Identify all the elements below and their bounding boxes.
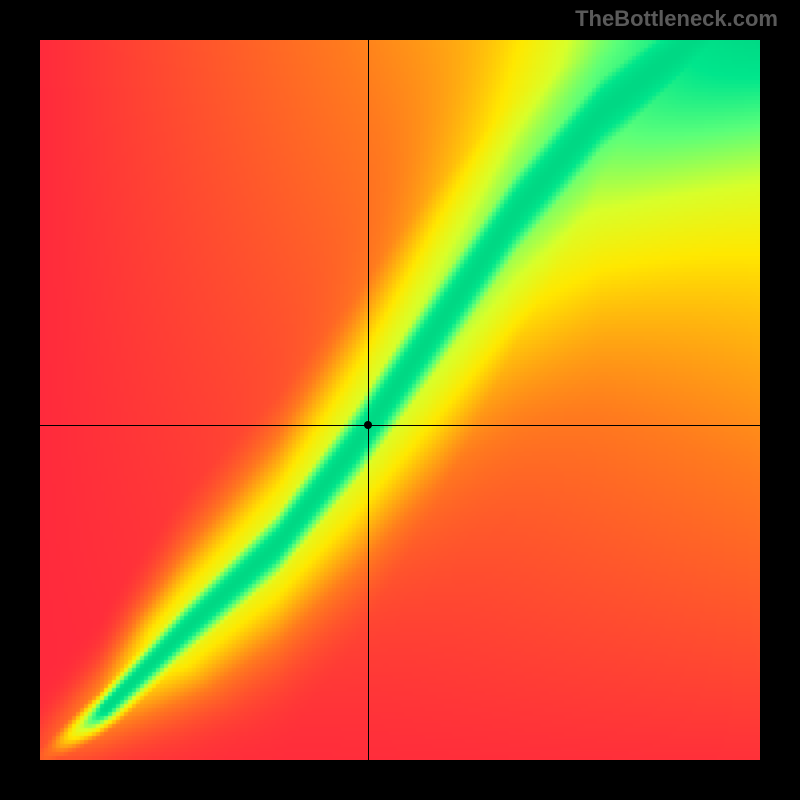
- heatmap-canvas: [40, 40, 760, 760]
- watermark-text: TheBottleneck.com: [575, 6, 778, 32]
- heatmap-plot: [40, 40, 760, 760]
- crosshair-vertical: [368, 40, 369, 760]
- crosshair-dot: [364, 421, 372, 429]
- crosshair-horizontal: [40, 425, 760, 426]
